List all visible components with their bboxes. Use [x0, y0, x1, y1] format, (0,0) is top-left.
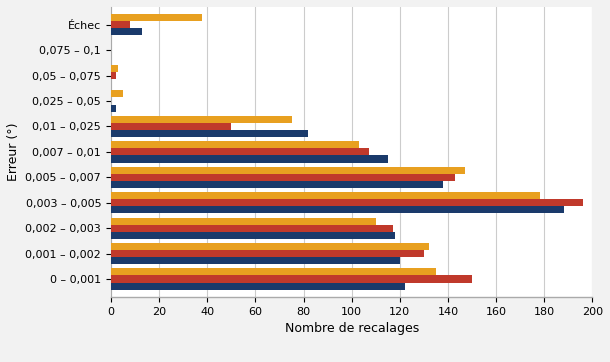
- Bar: [111, 283, 404, 290]
- Bar: [111, 116, 292, 123]
- Bar: [111, 218, 376, 224]
- X-axis label: Nombre de recalages: Nombre de recalages: [285, 322, 419, 335]
- Bar: [111, 224, 393, 232]
- Bar: [111, 148, 368, 155]
- Bar: [111, 90, 123, 97]
- Bar: [111, 155, 388, 163]
- Bar: [111, 21, 130, 28]
- Bar: [111, 28, 142, 35]
- Bar: [111, 268, 436, 275]
- Bar: [111, 181, 443, 188]
- Bar: [111, 130, 309, 137]
- Bar: [111, 123, 231, 130]
- Bar: [111, 65, 118, 72]
- Bar: [111, 199, 583, 206]
- Bar: [111, 14, 203, 21]
- Bar: [111, 192, 539, 199]
- Bar: [111, 105, 116, 112]
- Bar: [111, 275, 472, 283]
- Bar: [111, 206, 564, 214]
- Bar: [111, 72, 116, 79]
- Bar: [111, 167, 465, 174]
- Y-axis label: Erreur (°): Erreur (°): [7, 123, 20, 181]
- Bar: [111, 174, 455, 181]
- Bar: [111, 141, 359, 148]
- Bar: [111, 243, 429, 250]
- Bar: [111, 257, 400, 264]
- Bar: [111, 250, 424, 257]
- Bar: [111, 232, 395, 239]
